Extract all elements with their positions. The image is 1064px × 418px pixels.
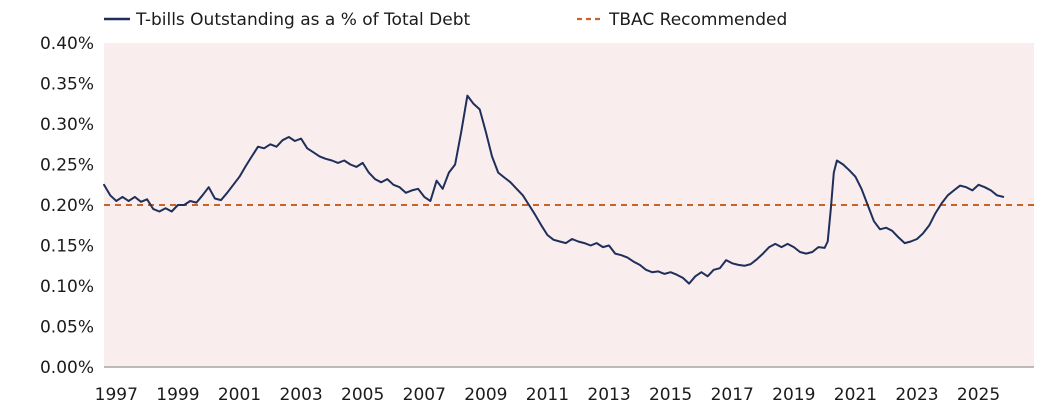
- y-tick-label: 0.00%: [40, 358, 94, 378]
- x-tick-label: 2025: [957, 385, 1000, 405]
- x-tick-label: 2013: [587, 385, 630, 405]
- legend-label-tbac: TBAC Recommended: [608, 10, 787, 30]
- y-tick-label: 0.40%: [40, 34, 94, 54]
- x-tick-label: 2009: [464, 385, 507, 405]
- x-tick-label: 1997: [95, 385, 138, 405]
- y-tick-label: 0.35%: [40, 75, 94, 95]
- x-tick-label: 2015: [649, 385, 692, 405]
- legend-label-series: T-bills Outstanding as a % of Total Debt: [135, 10, 470, 30]
- x-tick-label: 2017: [711, 385, 754, 405]
- x-tick-label: 2001: [218, 385, 261, 405]
- x-tick-label: 2007: [403, 385, 446, 405]
- y-tick-label: 0.30%: [40, 115, 94, 135]
- x-tick-label: 2023: [895, 385, 938, 405]
- x-tick-label: 2005: [341, 385, 384, 405]
- y-tick-label: 0.15%: [40, 237, 94, 257]
- y-tick-label: 0.25%: [40, 156, 94, 176]
- x-tick-label: 2021: [834, 385, 877, 405]
- x-tick-label: 2019: [772, 385, 815, 405]
- x-tick-label: 1999: [156, 385, 199, 405]
- y-tick-label: 0.20%: [40, 196, 94, 216]
- series-line-tbills: [103, 94, 1005, 285]
- legend: T-bills Outstanding as a % of Total Debt…: [104, 10, 787, 30]
- x-tick-label: 2003: [279, 385, 322, 405]
- x-tick-label: 2011: [526, 385, 569, 405]
- y-tick-label: 0.10%: [40, 277, 94, 297]
- y-tick-label: 0.05%: [40, 318, 94, 338]
